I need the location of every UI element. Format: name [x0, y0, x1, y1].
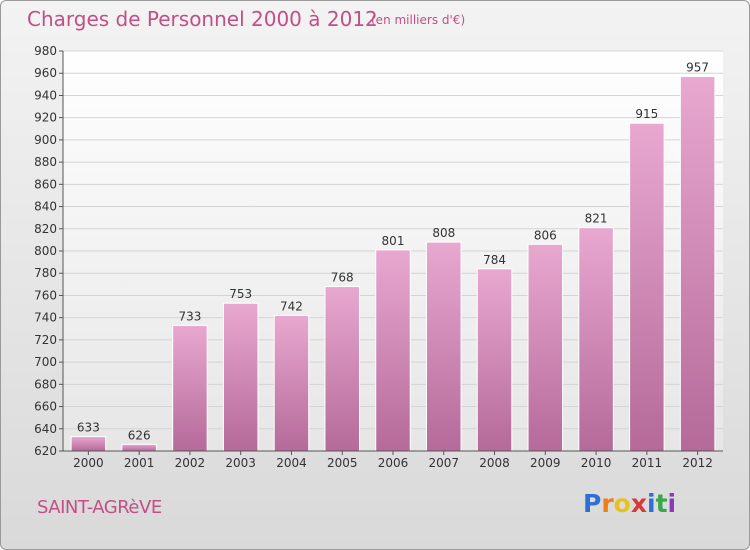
logo-letter: r: [601, 489, 614, 518]
y-tick-label: 780: [34, 266, 57, 280]
y-tick-label: 680: [34, 377, 57, 391]
y-tick-label: 920: [34, 111, 57, 125]
logo-letter: t: [655, 489, 668, 518]
y-tick-label: 980: [34, 44, 57, 58]
y-tick-label: 640: [34, 422, 57, 436]
y-tick-label: 760: [34, 288, 57, 302]
logo-letter: i: [667, 489, 677, 518]
data-label-2005: 768: [331, 271, 354, 285]
y-tick-label: 840: [34, 200, 57, 214]
data-label-2004: 742: [280, 299, 303, 313]
data-label-2008: 784: [483, 253, 506, 267]
y-tick-label: 940: [34, 88, 57, 102]
data-label-2006: 801: [382, 234, 405, 248]
y-tick-label: 800: [34, 244, 57, 258]
x-tick-label-2007: 2007: [428, 456, 459, 470]
chart-subtitle: (en milliers d'€): [371, 13, 466, 27]
bar-2002: [172, 324, 208, 452]
y-tick-label: 740: [34, 311, 57, 325]
bar-2008: [476, 268, 513, 452]
y-tick-label: 720: [34, 333, 57, 347]
bar-2003: [222, 302, 259, 452]
x-tick-label-2004: 2004: [276, 456, 307, 470]
data-label-2003: 753: [229, 287, 252, 301]
bar-2006: [375, 249, 411, 452]
y-tick-label: 620: [34, 444, 57, 458]
data-label-2009: 806: [534, 228, 557, 242]
y-tick-label: 700: [34, 355, 57, 369]
bar-2004: [273, 314, 310, 452]
data-label-2010: 821: [585, 212, 608, 226]
bar-2000: [70, 436, 107, 452]
bar-2011: [629, 122, 665, 452]
y-tick-label: 860: [34, 177, 57, 191]
y-tick-label: 960: [34, 66, 57, 80]
x-tick-label-2006: 2006: [378, 456, 409, 470]
y-tick-label: 880: [34, 155, 57, 169]
x-tick-label-2012: 2012: [682, 456, 713, 470]
x-tick-label-2011: 2011: [632, 456, 663, 470]
x-tick-label-2002: 2002: [175, 456, 206, 470]
logo-letter: x: [630, 489, 647, 518]
data-label-2000: 633: [77, 421, 100, 435]
x-tick-label-2009: 2009: [530, 456, 561, 470]
data-label-2002: 733: [178, 309, 201, 323]
x-tick-label-2000: 2000: [73, 456, 104, 470]
logo-letter: P: [583, 489, 602, 518]
x-tick-label-2001: 2001: [124, 456, 155, 470]
x-tick-label-2010: 2010: [581, 456, 612, 470]
y-tick-label: 660: [34, 400, 57, 414]
data-label-2007: 808: [432, 226, 455, 240]
bar-2001: [121, 443, 157, 452]
bar-2005: [324, 286, 360, 452]
bar-2010: [578, 227, 614, 452]
x-tick-label-2003: 2003: [225, 456, 256, 470]
chart-title: Charges de Personnel 2000 à 2012: [27, 7, 378, 31]
x-tick-label-2008: 2008: [479, 456, 510, 470]
logo-letter: i: [647, 489, 656, 518]
bar-2007: [426, 241, 462, 452]
logo-letter: o: [613, 489, 631, 518]
data-label-2001: 626: [128, 428, 151, 442]
x-tick-label-2005: 2005: [327, 456, 358, 470]
y-tick-label: 820: [34, 222, 57, 236]
proxiti-logo: Proxiti: [583, 489, 676, 518]
bar-2012: [679, 76, 716, 452]
town-name: SAINT-AGRèVE: [37, 497, 162, 518]
data-label-2011: 915: [635, 107, 658, 121]
bar-2009: [527, 243, 564, 452]
data-label-2012: 957: [686, 61, 709, 75]
y-tick-label: 900: [34, 133, 57, 147]
